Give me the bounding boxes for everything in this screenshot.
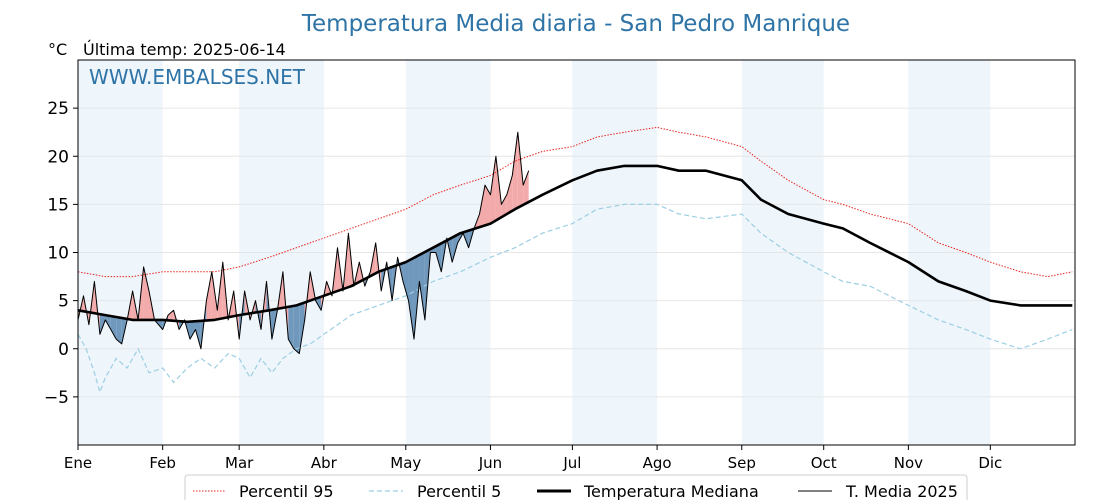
x-tick-label: May — [390, 454, 421, 472]
anomaly-above — [523, 170, 529, 205]
legend-p95-label: Percentil 95 — [239, 482, 334, 500]
legend-current-label: T. Media 2025 — [845, 482, 958, 500]
anomaly-above — [490, 156, 496, 224]
y-tick-label: 10 — [47, 244, 69, 264]
x-tick-label: Mar — [225, 454, 254, 472]
anomaly-above — [206, 271, 212, 321]
x-tick-label: Jun — [478, 454, 502, 472]
anomaly-above — [512, 132, 518, 211]
x-tick-label: Ene — [64, 454, 92, 472]
anomaly-below — [403, 260, 409, 301]
anomaly-below — [435, 243, 442, 272]
y-tick-label: 25 — [47, 99, 69, 119]
anomaly-above — [168, 310, 174, 321]
x-axis: Ene Feb Mar Abr May Jun Jul Ago Sep Oct Nov Dic — [64, 445, 1002, 472]
x-tick-label: Dic — [978, 454, 1002, 472]
legend: Percentil 95 Percentil 5 Temperatura Med… — [184, 474, 968, 500]
current-year-line — [77, 131, 530, 355]
last-temp-label: Última temp: 2025-06-14 — [83, 40, 286, 59]
anomaly-above — [484, 185, 491, 226]
anomaly-below — [189, 321, 196, 340]
chart-title: Temperatura Media diaria - San Pedro Man… — [301, 11, 850, 37]
anomaly-below — [105, 315, 111, 330]
anomaly-above — [501, 194, 507, 218]
unit-label: °C — [48, 40, 67, 59]
y-axis: −5 0 5 10 15 20 25 — [44, 99, 78, 408]
anomaly-above — [506, 175, 513, 214]
anomaly-below — [116, 316, 122, 344]
anomaly-below — [110, 316, 117, 340]
y-tick-label: 5 — [58, 292, 69, 312]
y-tick-label: −5 — [44, 388, 69, 408]
anomaly-below — [413, 254, 420, 340]
anomaly-below — [299, 302, 305, 354]
x-tick-label: Abr — [311, 454, 338, 472]
anomaly-below — [452, 234, 458, 263]
legend-median-label: Temperatura Mediana — [583, 482, 759, 500]
x-tick-label: Feb — [149, 454, 176, 472]
x-tick-label: Ago — [643, 454, 672, 472]
x-tick-label: Oct — [811, 454, 837, 472]
anomaly-above — [479, 185, 485, 228]
p95-line — [77, 126, 1073, 278]
y-tick-label: 15 — [47, 195, 69, 215]
anomaly-above — [517, 132, 524, 208]
anomaly-below — [408, 257, 414, 340]
y-tick-label: 20 — [47, 147, 69, 167]
anomaly-below — [315, 296, 322, 311]
watermark: WWW.EMBALSES.NET — [89, 65, 306, 89]
legend-box — [184, 474, 968, 500]
legend-p5-label: Percentil 5 — [417, 482, 501, 500]
anomaly-below — [288, 305, 294, 349]
anomaly-below — [99, 314, 106, 335]
y-tick-label: 0 — [58, 340, 69, 360]
series-lines — [77, 126, 1073, 395]
anomaly-below — [419, 252, 425, 320]
median-line — [77, 164, 1073, 324]
anomaly-below — [195, 320, 201, 349]
anomaly-below — [293, 304, 300, 354]
x-tick-label: Nov — [894, 454, 923, 472]
anomaly-above — [143, 266, 150, 320]
x-tick-label: Sep — [728, 454, 756, 472]
x-tick-label: Jul — [562, 454, 581, 472]
